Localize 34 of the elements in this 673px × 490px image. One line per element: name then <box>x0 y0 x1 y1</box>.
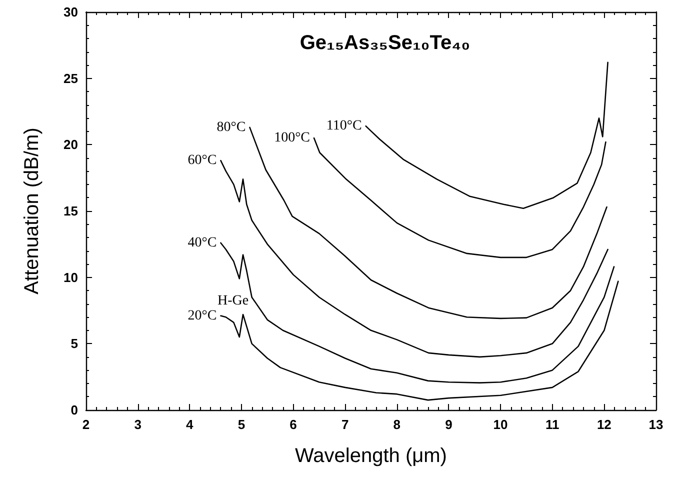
line-series <box>220 242 615 384</box>
y-tick-label: 10 <box>64 270 78 285</box>
line-series <box>220 160 608 358</box>
y-tick-label: 25 <box>64 70 78 86</box>
y-tick-label: 5 <box>70 336 78 352</box>
annotation: H-Ge <box>217 294 249 308</box>
series-label: 80°C <box>216 120 246 135</box>
y-tick-label: 20 <box>64 137 78 152</box>
line-series <box>220 280 619 401</box>
y-tick-label: 30 <box>64 4 78 20</box>
line-series <box>365 62 608 209</box>
x-tick-label: 10 <box>493 417 508 432</box>
y-tick-label: 15 <box>64 204 78 218</box>
x-tick-label: 11 <box>545 417 560 432</box>
x-tick-label: 3 <box>134 417 142 432</box>
series-label: 110°C <box>326 118 362 134</box>
x-tick-label: 12 <box>596 417 612 432</box>
x-axis-title: Wavelength (μm) <box>295 445 447 467</box>
x-tick-label: 4 <box>186 417 194 432</box>
y-tick-label: 0 <box>70 402 78 418</box>
line-series <box>313 137 606 258</box>
series-label: 20°C <box>188 308 217 324</box>
series-label: 100°C <box>274 130 310 146</box>
text: Ge₁₅As₃₅Se₁₀Te₄₀ <box>300 32 470 54</box>
x-tick-label: 8 <box>393 417 401 432</box>
series-label: 40°C <box>188 235 217 250</box>
x-tick-label: 13 <box>648 417 664 432</box>
x-tick-label: 6 <box>290 417 297 432</box>
x-tick-label: 9 <box>445 417 452 432</box>
x-tick-label: 2 <box>82 417 90 432</box>
y-axis-title: Attenuation (dB/m) <box>21 128 43 294</box>
series-label: 60°C <box>188 153 217 168</box>
x-tick-label: 5 <box>238 417 246 432</box>
x-tick-label: 7 <box>341 417 349 432</box>
